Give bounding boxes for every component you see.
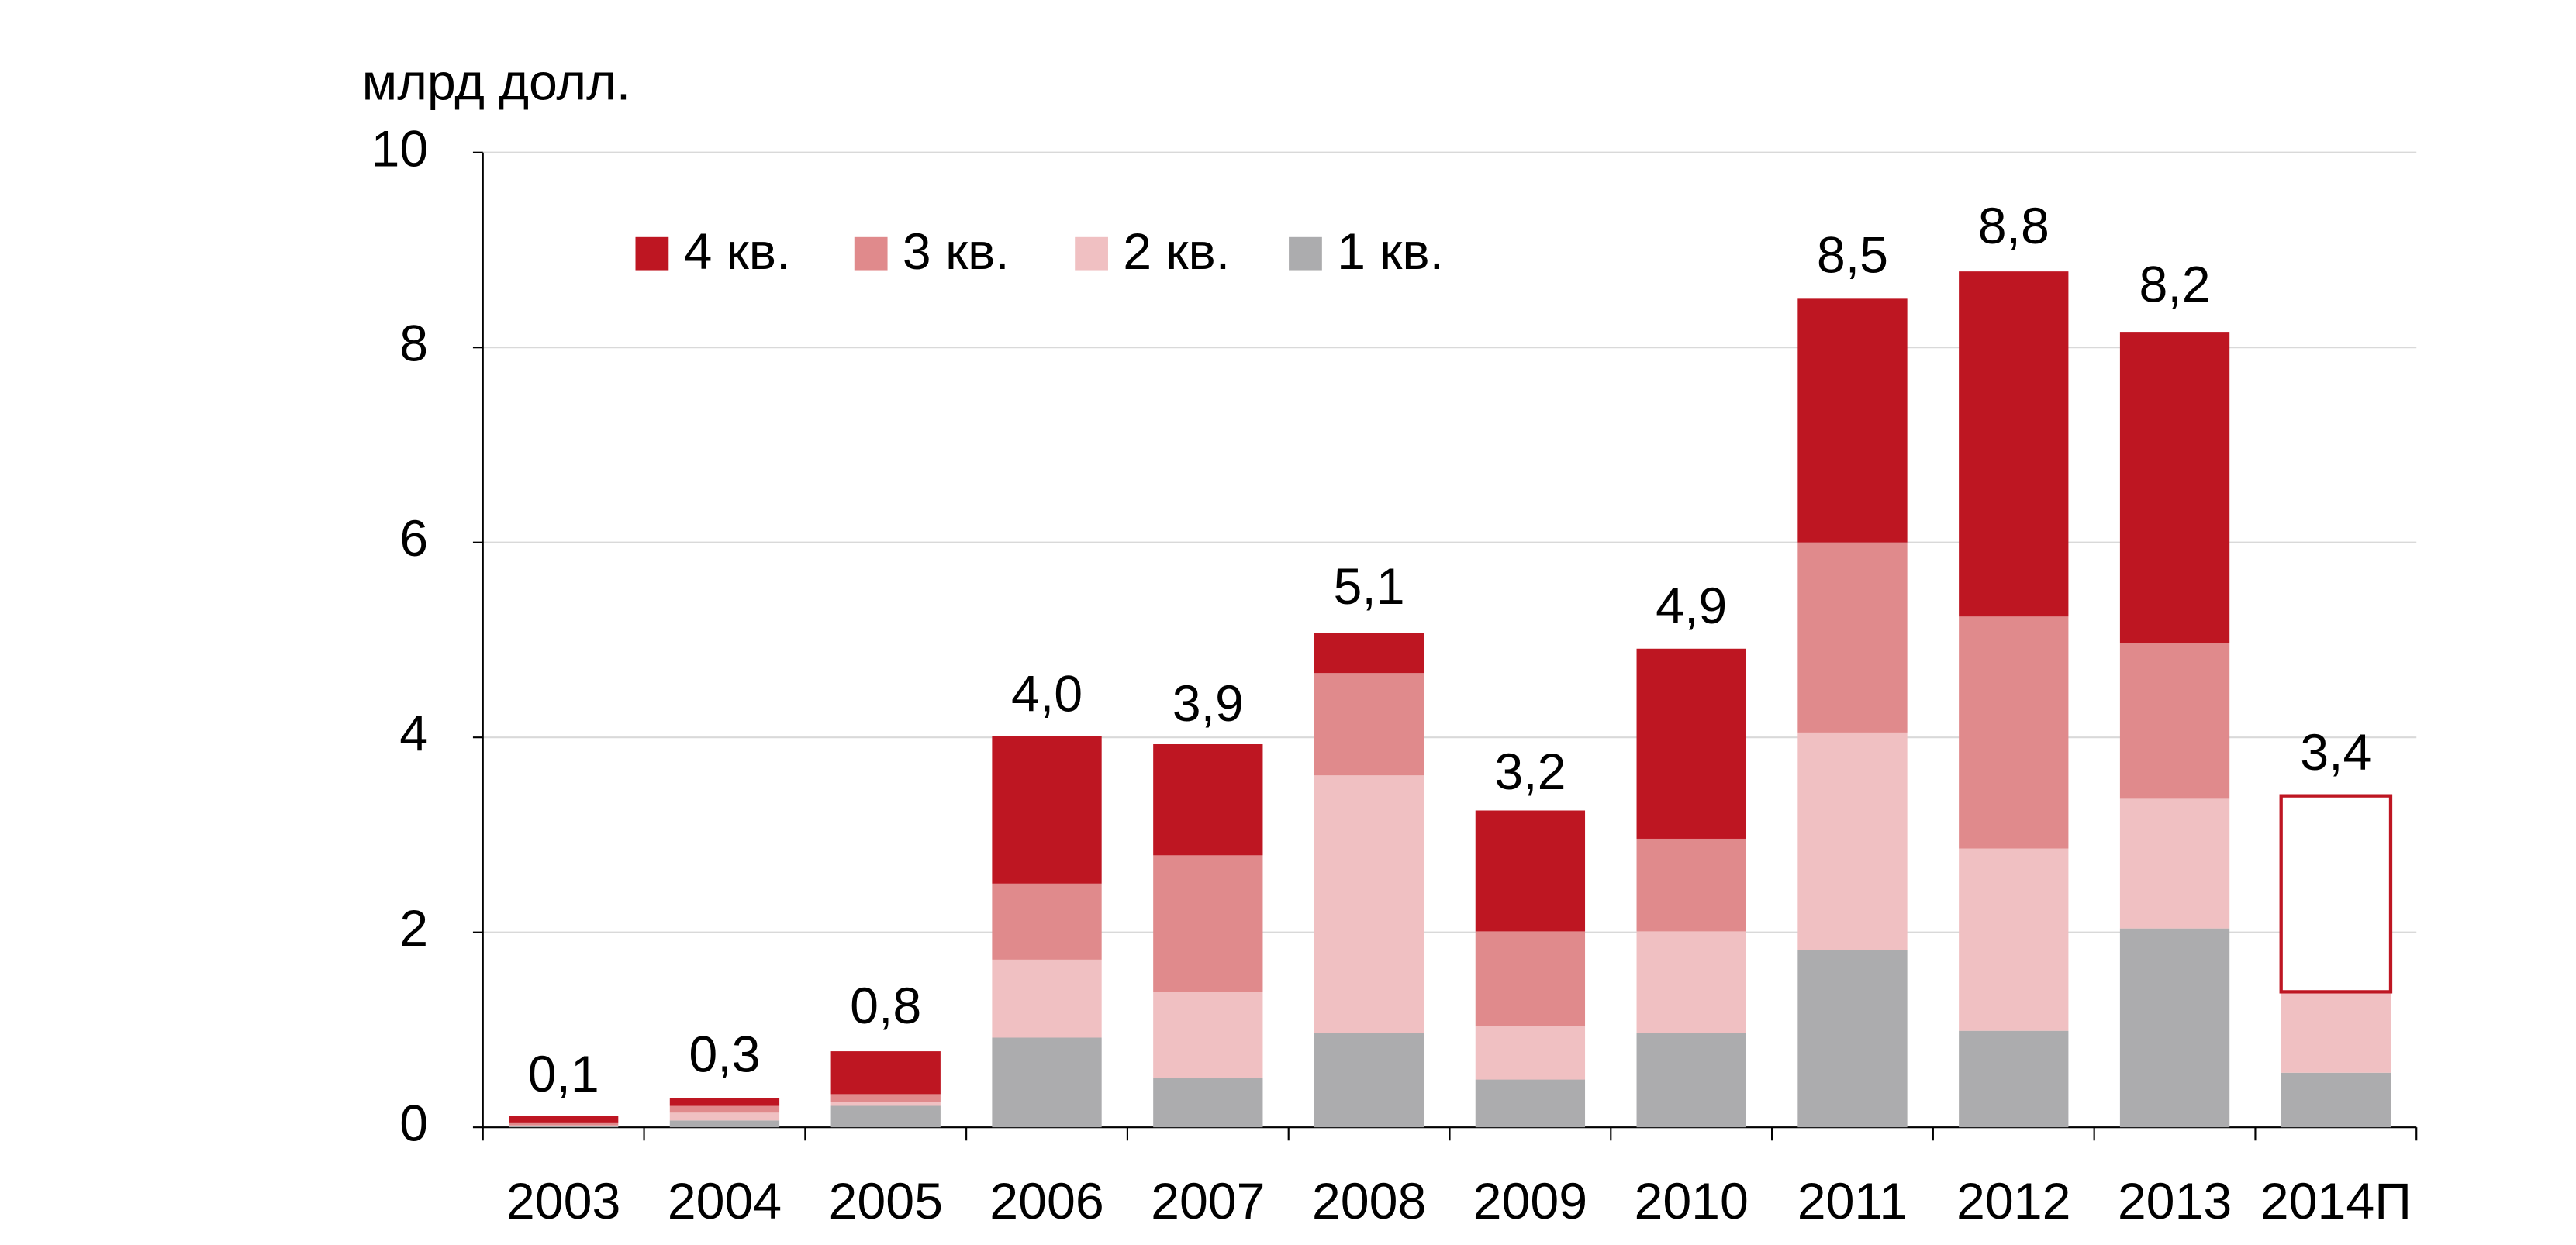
y-tick-label: 0 — [399, 1095, 428, 1153]
bar-segment — [2119, 643, 2230, 799]
total-label: 4,9 — [1656, 578, 1727, 635]
bar-segment — [830, 1102, 941, 1106]
bar-segment — [2281, 992, 2391, 1073]
bar-segment — [2281, 1072, 2391, 1128]
total-label: 0,1 — [528, 1046, 599, 1103]
total-label: 8,2 — [2139, 256, 2210, 313]
bar-segment — [1636, 931, 1746, 1033]
total-label: 8,5 — [1817, 227, 1888, 285]
x-tick-label: 2014П — [2260, 1173, 2412, 1230]
bar-segment — [669, 1105, 780, 1113]
bar-segment — [1797, 542, 1908, 733]
bar-segment — [1475, 1079, 1586, 1128]
bar-segment — [2119, 928, 2230, 1128]
bar-segment — [1475, 810, 1586, 932]
total-label: 3,9 — [1172, 675, 1244, 733]
bar-segment — [1959, 616, 2069, 849]
bar-segment — [1314, 633, 1424, 674]
bar-segment — [669, 1098, 780, 1106]
bar-segment — [1636, 838, 1746, 932]
bar-segment — [1959, 271, 2069, 617]
legend-swatch — [1075, 236, 1108, 271]
legend-label: 4 кв. — [684, 223, 791, 281]
bar-segment — [992, 1037, 1102, 1128]
legend-swatch — [1289, 236, 1322, 271]
legend-swatch — [635, 236, 669, 271]
bar-segment — [1314, 1033, 1424, 1128]
bar-segment — [992, 736, 1102, 884]
bar-segment — [669, 1120, 780, 1128]
y-tick-label: 6 — [399, 510, 428, 567]
bar-segment — [1153, 855, 1263, 992]
y-tick-label: 2 — [399, 900, 428, 957]
legend-label: 2 кв. — [1123, 223, 1230, 281]
bar-segment — [1959, 1030, 2069, 1128]
bar-segment — [1797, 732, 1908, 950]
bar-segment — [1475, 931, 1586, 1026]
legend-label: 1 кв. — [1337, 223, 1444, 281]
y-axis-label: млрд долл. — [362, 54, 631, 112]
bar-segment — [1636, 1033, 1746, 1128]
bar-segment — [1153, 1078, 1263, 1128]
total-label: 3,4 — [2300, 724, 2371, 781]
total-label: 0,8 — [850, 978, 921, 1035]
bar-segment — [1314, 673, 1424, 776]
x-tick-label: 2003 — [506, 1173, 620, 1230]
bar-segment — [1797, 298, 1908, 543]
bar-segment — [1797, 950, 1908, 1128]
bar-segment — [2279, 794, 2393, 994]
total-label: 8,8 — [1978, 198, 2049, 255]
bar-segment — [830, 1051, 941, 1095]
total-label: 0,3 — [689, 1026, 760, 1084]
bar-segment — [1959, 848, 2069, 1031]
x-tick-label: 2012 — [1956, 1173, 2070, 1230]
bar-segment — [669, 1112, 780, 1121]
bar-segment — [1636, 648, 1746, 839]
x-tick-label: 2007 — [1151, 1173, 1265, 1230]
x-tick-label: 2008 — [1312, 1173, 1426, 1230]
bar-segment — [509, 1126, 619, 1128]
x-tick-label: 2011 — [1797, 1173, 1908, 1230]
x-tick-label: 2009 — [1473, 1173, 1587, 1230]
total-label: 5,1 — [1334, 558, 1405, 616]
bar-segment — [1314, 775, 1424, 1033]
bar-segment — [2119, 332, 2230, 643]
total-label: 4,0 — [1011, 665, 1083, 723]
x-tick-label: 2005 — [829, 1173, 943, 1230]
bar-segment — [509, 1122, 619, 1126]
bar-segment — [992, 883, 1102, 960]
legend-swatch — [854, 236, 888, 271]
y-tick-label: 8 — [399, 316, 428, 373]
y-tick-label: 10 — [371, 120, 428, 178]
x-tick-label: 2004 — [668, 1173, 782, 1230]
x-tick-label: 2006 — [989, 1173, 1103, 1230]
y-tick-label: 4 — [399, 705, 428, 763]
x-tick-label: 2013 — [2118, 1173, 2232, 1230]
bar-segment — [992, 959, 1102, 1038]
bar-segment — [509, 1116, 619, 1123]
bar-segment — [1475, 1026, 1586, 1080]
bar-segment — [1153, 743, 1263, 856]
legend-label: 3 кв. — [903, 223, 1010, 281]
bar-segment — [1153, 992, 1263, 1078]
bar-segment — [830, 1094, 941, 1102]
bar-segment — [830, 1105, 941, 1128]
bar-segment — [2119, 798, 2230, 929]
x-tick-label: 2010 — [1634, 1173, 1748, 1230]
total-label: 3,2 — [1494, 743, 1566, 801]
